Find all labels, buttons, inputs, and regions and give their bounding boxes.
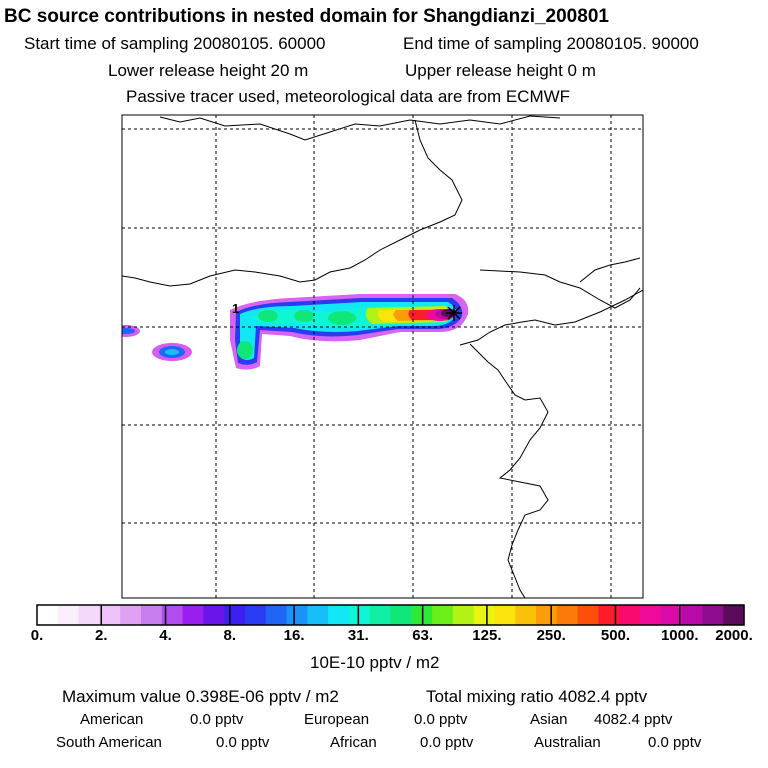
end-time-label: End time of sampling 20080105. 90000 [403,34,699,53]
colorbar-cell [37,605,59,625]
colorbar-tick-label: 63. [412,627,434,644]
european-label: European [304,711,370,728]
colorbar-cell [203,605,225,625]
colorbar-cell [577,605,600,625]
colorbar-cell [328,605,350,625]
colorbar-cell [348,605,371,625]
total-mixing-ratio-label: Total mixing ratio 4082.4 pptv [426,687,648,706]
colorbar-tick-label: 4. [159,627,172,644]
colorbar-cell [556,605,579,625]
colorbar-tick-label: 1000. [660,627,699,644]
african-label: African [330,734,377,751]
map-frame [121,114,644,599]
colorbar-cell [723,605,745,625]
colorbar-cell [140,605,163,625]
colorbar-cell [598,605,620,625]
australian-value: 0.0 pptv [648,734,702,751]
colorbar-cell [161,605,184,625]
colorbar-cell [78,605,100,625]
coastlines [122,115,643,598]
colorbar-cell [515,605,537,625]
colorbar-cell [452,605,475,625]
colorbar-cell [660,605,683,625]
african-value: 0.0 pptv [420,734,474,751]
maximum-value-label: Maximum value 0.398E-06 pptv / m2 [62,687,339,706]
colorbar-cell [265,605,288,625]
colorbar-tick-label: 250. [536,627,566,644]
colorbar-tick-label: 0. [30,627,44,644]
colorbar-cells [37,605,745,625]
south-american-label: South American [56,734,162,751]
colorbar-cell [244,605,267,625]
colorbar-cell [473,605,496,625]
asian-label: Asian [530,711,568,728]
colorbar-cell [286,605,308,625]
colorbar-tick-label: 500. [600,627,631,644]
colorbar-tick-label: 125. [472,627,502,644]
asian-value: 4082.4 pptv [594,711,673,728]
colorbar-cell [57,605,80,625]
colorbar-tick-label: 2. [95,627,108,644]
colorbar-dividers [100,605,681,625]
colorbar-cell [120,605,142,625]
lower-release-label: Lower release height 20 m [108,61,309,80]
south-american-value: 0.0 pptv [216,734,270,751]
colorbar-frame [36,604,745,626]
plume-field [122,294,469,370]
european-value: 0.0 pptv [414,711,468,728]
colorbar-cell [99,605,121,625]
receptor-number-label: 1 [232,301,239,316]
colorbar-cell [681,605,704,625]
colorbar-tick-label: 31. [347,627,369,644]
plot-title: BC source contributions in nested domain… [4,6,609,27]
colorbar-cell [619,605,641,625]
colorbar-tick-label: 2000. [715,627,753,644]
colorbar-cell [307,605,329,625]
upper-release-label: Upper release height 0 m [405,61,596,80]
colorbar-cell [224,605,246,625]
colorbar-cell [369,605,392,625]
australian-label: Australian [534,734,601,751]
colorbar-cell [640,605,662,625]
colorbar-cell [182,605,204,625]
colorbar-tick-label: 8. [223,627,237,644]
colorbar-cell [702,605,724,625]
colorbar-cell [494,605,516,625]
american-value: 0.0 pptv [190,711,244,728]
tracer-info-label: Passive tracer used, meteorological data… [126,87,571,106]
start-time-label: Start time of sampling 20080105. 60000 [24,34,326,53]
colorbar-tick-label: 16. [283,627,305,644]
colorbar-cell [432,605,454,625]
colorbar-unit-label: 10E-10 pptv / m2 [310,653,440,672]
graticule [122,115,643,598]
colorbar-cell [390,605,412,625]
colorbar-cell [536,605,558,625]
receptor-star-icon [446,305,462,321]
american-label: American [80,711,144,728]
